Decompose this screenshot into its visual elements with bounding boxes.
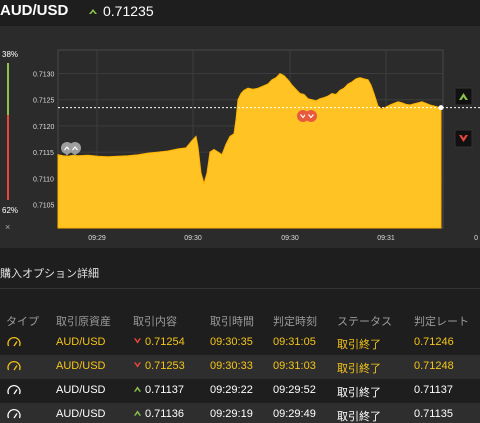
status-cell: 取引終了 bbox=[337, 387, 381, 399]
content-cell: 0.71254 bbox=[133, 336, 185, 348]
status-cell: 取引終了 bbox=[337, 339, 381, 351]
judge-time-cell: 09:31:05 bbox=[273, 336, 316, 348]
content-cell: 0.71136 bbox=[133, 408, 184, 420]
y-tick-label: 0.7115 bbox=[33, 150, 54, 157]
x-tick-label: 09:30 bbox=[184, 235, 202, 242]
timer-icon bbox=[7, 336, 21, 347]
judge-rate-cell: 0.71135 bbox=[414, 408, 453, 420]
judge-rate-cell: 0.71248 bbox=[414, 360, 454, 372]
trade-time-cell: 09:29:22 bbox=[210, 384, 253, 396]
x-axis: 09:29 09:30 09:30 09:31 0 bbox=[88, 235, 478, 242]
trade-time-cell: 09:30:33 bbox=[210, 360, 253, 372]
header-status: ステータス bbox=[337, 316, 392, 328]
header-asset: 取引原資産 bbox=[56, 316, 111, 328]
header-content: 取引内容 bbox=[133, 316, 177, 328]
timer-icon bbox=[7, 384, 21, 395]
section-title: 購入オプション詳細 bbox=[0, 268, 99, 280]
content-cell: 0.71137 bbox=[133, 384, 184, 396]
asset-cell: AUD/USD bbox=[56, 336, 106, 348]
down-purchase-marker bbox=[305, 110, 317, 122]
down-chevron-icon bbox=[133, 338, 142, 344]
table-row: AUD/USD 0.71253 09:30:33 09:31:03 取引終了 0.7124… bbox=[0, 355, 480, 379]
x-tick-label: 09:30 bbox=[281, 235, 299, 242]
status-cell: 取引終了 bbox=[337, 363, 381, 375]
judge-time-cell: 09:29:49 bbox=[273, 408, 316, 420]
close-icon[interactable]: × bbox=[5, 222, 10, 232]
up-chevron-icon bbox=[459, 93, 468, 100]
judge-time-cell: 09:29:52 bbox=[273, 384, 316, 396]
y-tick-label: 0.7120 bbox=[33, 124, 55, 131]
timer-icon bbox=[7, 360, 21, 371]
divider bbox=[0, 288, 480, 289]
judge-time-cell: 09:31:03 bbox=[273, 360, 316, 372]
x-tick-label: 0 bbox=[474, 235, 478, 242]
down-chevron-icon bbox=[133, 362, 142, 368]
asset-cell: AUD/USD bbox=[56, 360, 106, 372]
y-axis: 0.7130 0.7125 0.7120 0.7115 0.7110 0.7105 bbox=[33, 72, 55, 210]
low-button[interactable] bbox=[454, 129, 473, 148]
asset-cell: AUD/USD bbox=[56, 408, 106, 420]
table-row: AUD/USD 0.71137 09:29:22 09:29:52 取引終了 0.7113… bbox=[0, 379, 480, 403]
gauge-top-label: 38% bbox=[2, 50, 18, 59]
y-tick-label: 0.7130 bbox=[33, 72, 55, 79]
pair-title: AUD/USD bbox=[0, 2, 69, 19]
status-cell: 取引終了 bbox=[337, 411, 381, 423]
header-judge-time: 判定時刻 bbox=[273, 316, 317, 328]
timer-icon bbox=[7, 408, 21, 419]
chart-panel[interactable]: 38% 62% × 0.7130 0.7125 0.7120 0.7115 0.7110… bbox=[0, 26, 480, 248]
current-rate: 0.71235 bbox=[103, 3, 154, 19]
up-chevron-icon bbox=[89, 9, 97, 14]
table-header: タイプ 取引原資産 取引内容 取引時間 判定時刻 ステータス 判定レート bbox=[0, 310, 480, 330]
current-rate-dot bbox=[438, 105, 444, 111]
x-tick-label: 09:31 bbox=[377, 235, 395, 242]
asset-cell: AUD/USD bbox=[56, 384, 106, 396]
down-chevron-icon bbox=[459, 135, 468, 142]
gauge-down-bar bbox=[7, 115, 9, 200]
judge-rate-cell: 0.71137 bbox=[414, 384, 453, 396]
y-tick-label: 0.7110 bbox=[33, 176, 54, 183]
x-tick-label: 09:29 bbox=[88, 235, 106, 242]
table-row: AUD/USD 0.71136 09:29:19 09:29:49 取引終了 0.7113… bbox=[0, 403, 480, 423]
rate-chart[interactable]: 38% 62% × 0.7130 0.7125 0.7120 0.7115 0.7110… bbox=[0, 26, 480, 248]
y-tick-label: 0.7125 bbox=[33, 98, 55, 105]
y-tick-label: 0.7105 bbox=[33, 202, 55, 209]
header-type: タイプ bbox=[6, 316, 39, 328]
trade-time-cell: 09:29:19 bbox=[210, 408, 253, 420]
up-purchase-marker bbox=[69, 142, 81, 156]
table-row: AUD/USD 0.71254 09:30:35 09:31:05 取引終了 0.7124… bbox=[0, 331, 480, 355]
gauge-up-bar bbox=[7, 63, 9, 115]
content-cell: 0.71253 bbox=[133, 360, 185, 372]
trade-time-cell: 09:30:35 bbox=[210, 336, 253, 348]
rate-area bbox=[57, 72, 442, 229]
header: AUD/USD 0.71235 bbox=[0, 0, 480, 26]
header-trade-time: 取引時間 bbox=[210, 316, 254, 328]
high-button[interactable] bbox=[454, 87, 473, 106]
up-chevron-icon bbox=[133, 410, 142, 416]
header-judge-rate: 判定レート bbox=[414, 316, 469, 328]
judge-rate-cell: 0.71246 bbox=[414, 336, 454, 348]
up-chevron-icon bbox=[133, 386, 142, 392]
gauge-bottom-label: 62% bbox=[2, 206, 18, 215]
